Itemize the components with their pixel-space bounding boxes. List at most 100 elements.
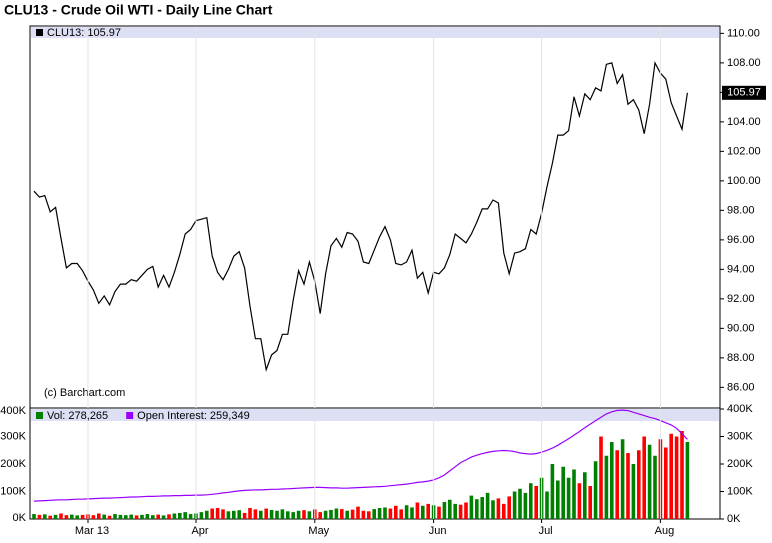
volume-bar [318, 512, 322, 519]
y-tick-label: 300K [727, 430, 753, 442]
legend-swatch [36, 29, 43, 36]
volume-bar [53, 514, 58, 519]
volume-bar [275, 510, 279, 519]
y-tick-label: 96.00 [727, 234, 755, 246]
volume-bar [502, 503, 506, 519]
volume-bar [59, 513, 63, 519]
y-tick-label: 108.00 [727, 57, 761, 69]
volume-bar [361, 510, 366, 519]
volume-bar [383, 507, 387, 519]
volume-bar [437, 506, 441, 519]
volume-bar [664, 447, 668, 519]
y-tick-label: 100K [0, 485, 26, 497]
volume-bar [631, 464, 636, 519]
volume-bar [232, 510, 236, 519]
volume-bar [480, 497, 484, 519]
volume-bar [118, 514, 123, 519]
volume-bar [102, 514, 106, 519]
volume-bar [350, 509, 355, 519]
volume-bar [426, 503, 430, 519]
volume-bar [48, 515, 52, 519]
volume-bar [75, 515, 79, 519]
volume-bar [615, 450, 619, 519]
volume-bar [296, 510, 301, 519]
y-tick-label: 400K [727, 403, 753, 415]
y-tick-label: 300K [0, 430, 26, 442]
chart-title: CLU13 - Crude Oil WTI - Daily Line Chart [4, 2, 273, 18]
volume-bar [669, 433, 673, 519]
volume-bar [356, 506, 360, 519]
volume-bar [388, 508, 393, 519]
volume-bar [604, 455, 609, 519]
volume-bar [593, 461, 598, 519]
volume-bar [421, 505, 425, 519]
volume-bar [377, 508, 382, 519]
last-value-box [722, 85, 766, 100]
volume-bar [637, 450, 641, 519]
volume-bar [464, 502, 468, 519]
x-tick-label: May [308, 525, 329, 537]
price-line [33, 60, 688, 373]
volume-bar [280, 509, 285, 519]
volume-bar [145, 514, 150, 519]
volume-bar [242, 512, 247, 519]
volume-bar [178, 512, 182, 519]
volume-bar [129, 514, 133, 519]
volume-bar [491, 500, 495, 519]
volume-bar [237, 510, 241, 519]
volume-bar [221, 509, 225, 519]
volume-bar [264, 508, 268, 519]
volume-bar [188, 514, 193, 519]
volume-bar [529, 483, 533, 519]
volume-bar [134, 515, 139, 519]
y-tick-label: 86.00 [727, 381, 755, 393]
x-tick-label: Mar 13 [75, 525, 109, 537]
volume-bar [113, 514, 117, 519]
volume-bar [410, 507, 414, 519]
volume-bar [286, 511, 290, 519]
volume-bar [43, 514, 47, 519]
volume-bar [259, 510, 263, 519]
y-tick-label: 110.00 [727, 27, 760, 39]
legend-swatch [36, 412, 43, 419]
volume-bar [140, 514, 144, 519]
x-tick-label: Jun [429, 525, 447, 537]
volume-bar [248, 508, 252, 519]
y-tick-label: 88.00 [727, 352, 755, 364]
volume-bar [534, 486, 538, 519]
volume-bar [269, 509, 274, 519]
volume-bar [107, 515, 112, 519]
y-tick-label: 0K [727, 513, 741, 525]
volume-bar [507, 496, 511, 519]
y-tick-label: 104.00 [727, 116, 761, 128]
volume-bar [680, 431, 684, 519]
volume-bar [453, 503, 457, 519]
volume-bar [161, 515, 166, 519]
volume-bar [172, 513, 177, 519]
frame [29, 25, 721, 520]
volume-bar [448, 499, 452, 519]
volume-bar [642, 436, 646, 519]
x-tick-label: Aug [655, 525, 675, 537]
volume-bar [210, 508, 214, 519]
volume-bar [583, 472, 587, 519]
volume-bar [556, 480, 560, 519]
volume-bar [215, 508, 220, 519]
volume-bar [307, 511, 312, 519]
volume-bar [561, 466, 565, 519]
last-value-label: 105.97 [727, 87, 761, 99]
volume-bar [372, 509, 376, 519]
y-tick-label: 102.00 [727, 145, 761, 157]
volume-bar [572, 469, 576, 519]
volume-bar [167, 514, 171, 519]
volume-bar [545, 491, 549, 519]
y-tick-label: 90.00 [727, 322, 755, 334]
volume-bar [458, 504, 463, 519]
y-tick-label: 400K [0, 405, 26, 417]
volume-bar [70, 514, 74, 519]
volume-bar [91, 515, 96, 519]
volume-bar [475, 499, 479, 519]
y-tick-label: 100K [727, 485, 753, 497]
volume-bar [345, 510, 349, 519]
